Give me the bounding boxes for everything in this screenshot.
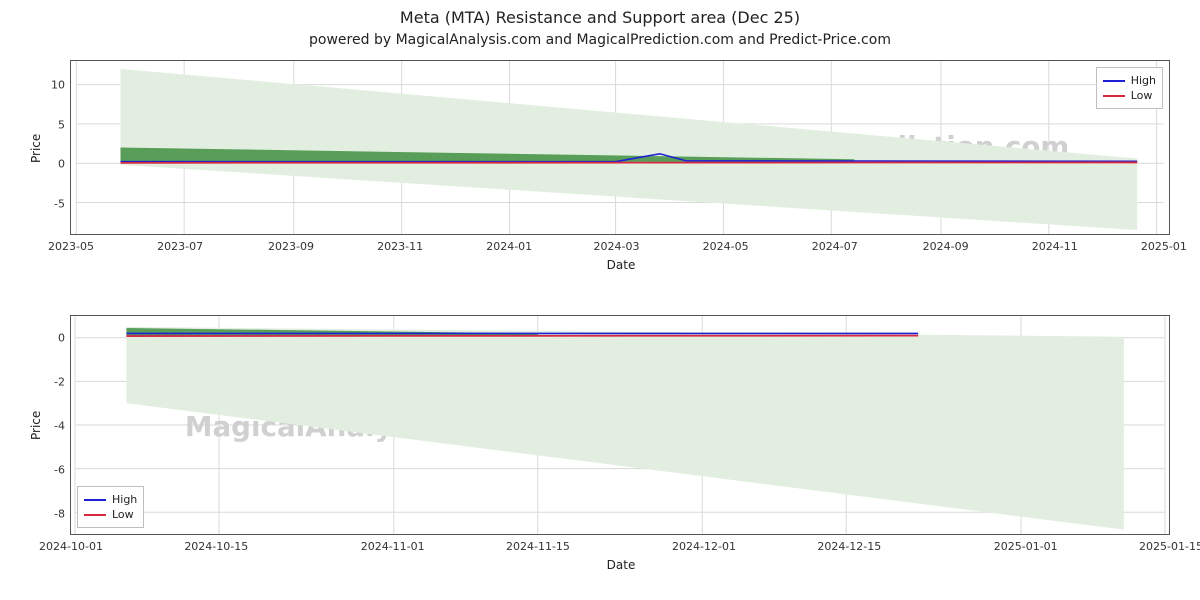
legend-label: Low	[112, 508, 134, 521]
bottom-chart-svg: MagicalAnalysis.comMagicalPrediction.com	[71, 316, 1169, 534]
xtick-label: 2024-09	[923, 234, 969, 253]
figure: Meta (MTA) Resistance and Support area (…	[0, 0, 1200, 600]
legend-item: Low	[1103, 89, 1156, 102]
xtick-label: 2024-05	[703, 234, 749, 253]
xtick-label: 2024-11-01	[361, 534, 425, 553]
top-chart-svg: MagicalAnalysis.comMagicalPrediction.com	[71, 61, 1169, 234]
xtick-label: 2024-12-15	[817, 534, 881, 553]
xtick-label: 2024-01	[486, 234, 532, 253]
ytick-label: -6	[25, 464, 71, 477]
xtick-label: 2024-07	[812, 234, 858, 253]
legend-swatch	[84, 514, 106, 516]
ytick-label: 0	[25, 158, 71, 171]
xtick-label: 2025-01	[1141, 234, 1187, 253]
ytick-label: 0	[25, 332, 71, 345]
chart-title: Meta (MTA) Resistance and Support area (…	[0, 8, 1200, 27]
legend-swatch	[84, 499, 106, 501]
chart-subtitle: powered by MagicalAnalysis.com and Magic…	[0, 32, 1200, 48]
top-chart-legend: High Low	[1096, 67, 1163, 109]
xtick-label: 2024-11-15	[506, 534, 570, 553]
legend-swatch	[1103, 80, 1125, 82]
xtick-label: 2023-09	[268, 234, 314, 253]
top-chart-xlabel: Date	[71, 258, 1171, 272]
xtick-label: 2023-11	[377, 234, 423, 253]
xtick-label: 2025-01-01	[994, 534, 1058, 553]
legend-label: Low	[1131, 89, 1153, 102]
ytick-label: 10	[25, 78, 71, 91]
legend-item: Low	[84, 508, 137, 521]
legend-item: High	[1103, 74, 1156, 87]
bottom-chart-axes: MagicalAnalysis.comMagicalPrediction.com…	[70, 315, 1170, 535]
xtick-label: 2025-01-15	[1139, 534, 1200, 553]
xtick-label: 2024-10-15	[184, 534, 248, 553]
xtick-label: 2024-11	[1032, 234, 1078, 253]
xtick-label: 2024-03	[594, 234, 640, 253]
bottom-chart-xlabel: Date	[71, 558, 1171, 572]
legend-swatch	[1103, 95, 1125, 97]
legend-label: High	[112, 493, 137, 506]
ytick-label: -8	[25, 508, 71, 521]
ytick-label: 5	[25, 118, 71, 131]
xtick-label: 2023-07	[157, 234, 203, 253]
xtick-label: 2024-12-01	[672, 534, 736, 553]
bottom-chart-legend: High Low	[77, 486, 144, 528]
legend-item: High	[84, 493, 137, 506]
xtick-label: 2024-10-01	[39, 534, 103, 553]
top-chart-axes: MagicalAnalysis.comMagicalPrediction.com…	[70, 60, 1170, 235]
ytick-label: -4	[25, 420, 71, 433]
legend-label: High	[1131, 74, 1156, 87]
xtick-label: 2023-05	[48, 234, 94, 253]
ytick-label: -2	[25, 376, 71, 389]
ytick-label: -5	[25, 198, 71, 211]
